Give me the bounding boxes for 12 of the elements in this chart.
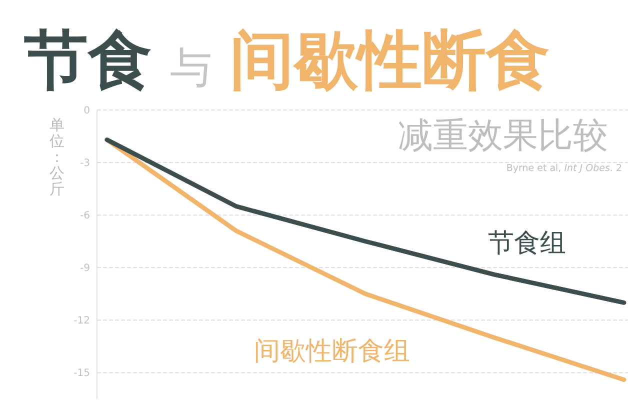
y-tick-label: -12 xyxy=(74,316,90,327)
y-tick-label: -3 xyxy=(80,158,90,170)
y-tick-label: -6 xyxy=(80,210,90,222)
y-axis-title: 单位：公斤 xyxy=(50,116,64,198)
y-tick-label: -15 xyxy=(74,368,90,380)
chart-title: 节食 与 间歇性断食 xyxy=(23,24,550,98)
series-label: 间歇性断食组 xyxy=(254,336,410,367)
y-tick-label: 0 xyxy=(84,106,90,116)
chart-subtitle: 减重效果比较 xyxy=(398,116,608,156)
y-tick-label: -9 xyxy=(80,263,90,274)
series-label: 节食组 xyxy=(488,228,566,259)
annotation: Byrne et al, Int J Obes. 2 xyxy=(506,163,622,174)
